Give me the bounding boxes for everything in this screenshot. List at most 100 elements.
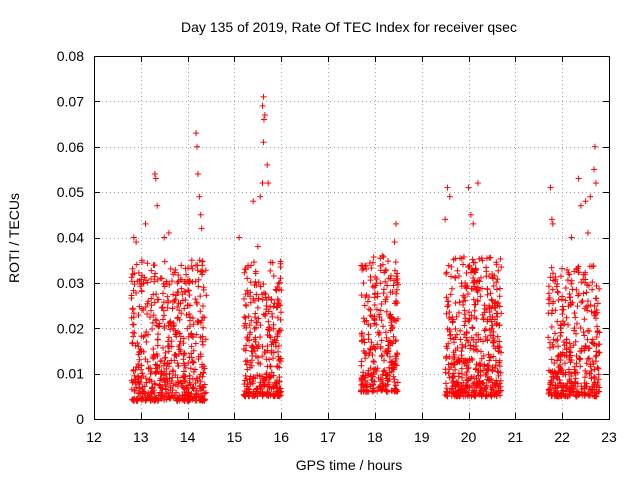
y-tick-label: 0.06 <box>57 139 84 155</box>
data-point <box>242 301 249 308</box>
data-point <box>196 383 203 390</box>
data-point <box>128 292 135 299</box>
data-point <box>247 373 254 380</box>
x-tick-label: 20 <box>461 429 477 445</box>
data-point <box>143 310 150 317</box>
data-point <box>451 351 458 358</box>
data-point <box>476 255 483 262</box>
data-point <box>442 380 449 387</box>
data-point <box>262 376 269 383</box>
data-point <box>493 286 500 293</box>
data-point <box>275 342 282 349</box>
data-point <box>552 277 559 284</box>
data-point <box>141 383 148 390</box>
data-point <box>192 278 199 285</box>
data-point <box>463 382 470 389</box>
data-point <box>550 375 557 382</box>
data-point <box>446 366 453 373</box>
data-point <box>145 364 152 371</box>
data-point <box>267 374 274 381</box>
data-point <box>378 317 385 324</box>
data-point <box>368 339 375 346</box>
data-point <box>273 304 280 311</box>
data-point <box>251 259 258 266</box>
x-tick-label: 16 <box>273 429 289 445</box>
data-point <box>559 303 566 310</box>
data-point <box>460 253 467 260</box>
data-point <box>197 308 204 315</box>
data-point <box>494 368 501 375</box>
data-point <box>165 348 172 355</box>
data-point <box>195 356 202 363</box>
data-point <box>552 330 559 337</box>
data-point <box>483 273 490 280</box>
data-point <box>475 377 482 384</box>
data-point <box>259 353 266 360</box>
data-point <box>278 309 285 316</box>
data-point <box>463 270 470 277</box>
data-point <box>497 387 504 394</box>
data-point <box>364 370 371 377</box>
data-point <box>256 372 263 379</box>
data-point <box>203 292 210 299</box>
data-point <box>263 302 270 309</box>
data-point <box>387 311 394 318</box>
data-point <box>381 367 388 374</box>
data-point <box>142 397 149 404</box>
data-point <box>591 303 598 310</box>
data-point <box>175 379 182 386</box>
data-point <box>486 309 493 316</box>
data-point <box>171 269 178 276</box>
data-point <box>582 390 589 397</box>
data-point <box>160 281 167 288</box>
data-point <box>199 271 206 278</box>
data-point <box>584 302 591 309</box>
data-point <box>554 357 561 364</box>
data-point <box>451 391 458 398</box>
data-point <box>478 391 485 398</box>
data-point <box>201 365 208 372</box>
data-point <box>167 326 174 333</box>
data-point <box>367 383 374 390</box>
data-point <box>201 390 208 397</box>
data-point <box>154 336 161 343</box>
data-point <box>155 296 162 303</box>
data-point <box>169 387 176 394</box>
data-point <box>498 264 505 271</box>
data-point <box>442 216 449 223</box>
data-point <box>468 355 475 362</box>
data-point <box>188 343 195 350</box>
data-point <box>194 300 201 307</box>
data-point <box>165 389 172 396</box>
data-point <box>577 355 584 362</box>
data-point <box>277 327 284 334</box>
data-point <box>392 220 399 227</box>
data-point <box>199 338 206 345</box>
data-point <box>255 295 262 302</box>
data-point <box>563 346 570 353</box>
data-point <box>146 376 153 383</box>
data-point <box>545 290 552 297</box>
data-point <box>463 337 470 344</box>
data-point <box>166 320 173 327</box>
data-point <box>155 392 162 399</box>
data-point <box>472 392 479 399</box>
data-point <box>140 307 147 314</box>
data-point <box>159 390 166 397</box>
data-point <box>584 336 591 343</box>
data-point <box>576 355 583 362</box>
data-point <box>199 314 206 321</box>
data-point <box>474 297 481 304</box>
data-point <box>555 343 562 350</box>
data-point <box>267 334 274 341</box>
data-point <box>134 372 141 379</box>
data-point <box>481 302 488 309</box>
data-point <box>261 349 268 356</box>
data-point <box>276 356 283 363</box>
data-point <box>549 220 556 227</box>
data-point <box>144 394 151 401</box>
data-point <box>464 377 471 384</box>
data-point <box>548 264 555 271</box>
data-point <box>573 330 580 337</box>
